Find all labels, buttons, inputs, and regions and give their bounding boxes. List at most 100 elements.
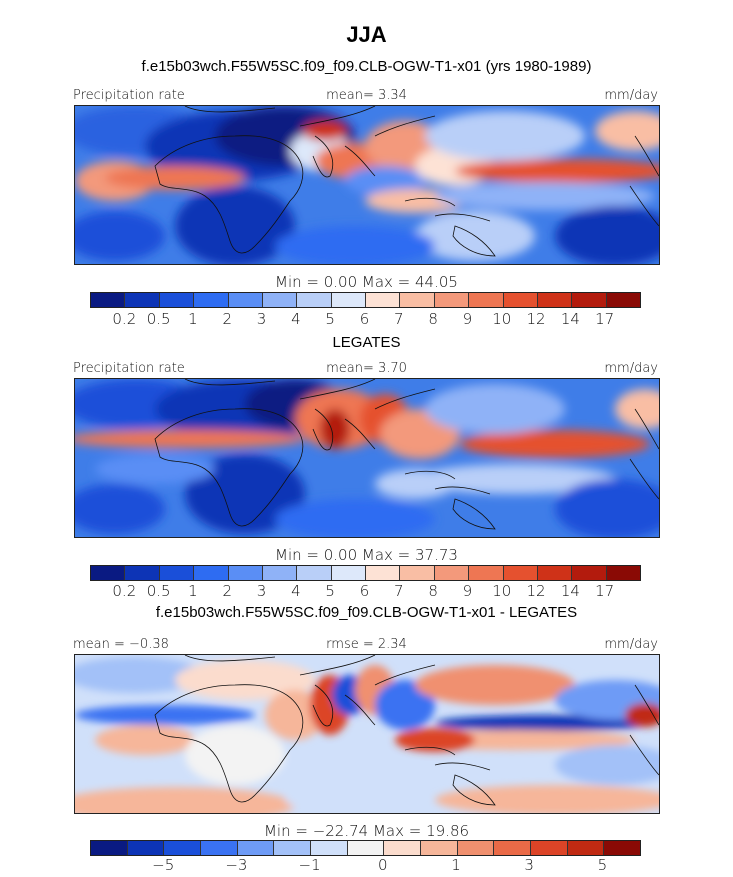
colorbar-swatch bbox=[91, 841, 128, 855]
colorbar-tick-label: 17 bbox=[595, 582, 615, 600]
colorbar-swatch bbox=[384, 841, 422, 855]
colorbar-swatch bbox=[347, 841, 385, 855]
colorbar-tick-label: 0.5 bbox=[146, 582, 171, 600]
colorbar-swatch bbox=[572, 293, 607, 307]
colorbar-tick-label: 0.2 bbox=[112, 310, 137, 328]
colorbar-tick-label: 4 bbox=[291, 310, 301, 328]
panel-2-colorbar-ticks: 0.2 0.5 1 2 3 4 5 6 7 8 9 10 12 14 17 bbox=[90, 582, 639, 600]
colorbar-tick-label: −5 bbox=[152, 856, 175, 874]
colorbar-tick-label: 5 bbox=[597, 856, 608, 874]
colorbar-tick-label: 8 bbox=[428, 582, 438, 600]
colorbar-tick-label: 4 bbox=[291, 582, 301, 600]
panel-3-units-label: mm/day bbox=[604, 637, 658, 652]
colorbar-swatch bbox=[91, 293, 126, 307]
colorbar-tick-label: −1 bbox=[298, 856, 321, 874]
panel-1-colorbar-ticks: 0.2 0.5 1 2 3 4 5 6 7 8 9 10 12 14 17 bbox=[90, 310, 639, 328]
panel-1-map bbox=[74, 105, 660, 265]
panel-2-map-field bbox=[75, 379, 659, 537]
panel-3-rmse-label: rmse = 2.34 bbox=[326, 637, 407, 652]
colorbar-swatch bbox=[537, 293, 573, 307]
panel-2-variable-label: Precipitation rate bbox=[73, 361, 185, 376]
colorbar-tick-label: 5 bbox=[325, 582, 335, 600]
colorbar-swatch bbox=[567, 841, 605, 855]
colorbar-tick-label: 10 bbox=[492, 310, 512, 328]
colorbar-tick-label: 14 bbox=[560, 310, 580, 328]
colorbar-tick-label: 3 bbox=[256, 582, 267, 600]
colorbar-tick-label: 12 bbox=[526, 582, 546, 600]
colorbar-swatch bbox=[262, 293, 298, 307]
panel-1-colorbar bbox=[90, 292, 641, 308]
colorbar-swatch bbox=[421, 841, 458, 855]
colorbar-tick-label: 2 bbox=[222, 582, 233, 600]
season-title: JJA bbox=[346, 22, 387, 47]
colorbar-swatch bbox=[228, 293, 263, 307]
colorbar-tick-label: −3 bbox=[225, 856, 248, 874]
colorbar-swatch bbox=[127, 841, 165, 855]
colorbar-tick-label: 6 bbox=[359, 310, 370, 328]
colorbar-swatch bbox=[237, 841, 275, 855]
panel-1-heading: f.e15b03wch.F55W5SC.f09_f09.CLB-OGW-T1-x… bbox=[141, 58, 592, 75]
colorbar-swatch bbox=[434, 293, 470, 307]
colorbar-swatch bbox=[331, 293, 366, 307]
colorbar-swatch bbox=[457, 841, 495, 855]
colorbar-swatch bbox=[297, 566, 332, 580]
colorbar-swatch bbox=[537, 566, 573, 580]
panel-1-map-field bbox=[75, 106, 659, 264]
colorbar-swatch bbox=[164, 841, 202, 855]
colorbar-tick-label: 1 bbox=[188, 582, 198, 600]
colorbar-swatch bbox=[201, 841, 238, 855]
colorbar-swatch bbox=[366, 566, 401, 580]
panel-3-minmax: Min = −22.74 Max = 19.86 bbox=[263, 822, 470, 840]
colorbar-swatch bbox=[311, 841, 348, 855]
colorbar-swatch bbox=[228, 566, 263, 580]
colorbar-swatch bbox=[469, 566, 504, 580]
colorbar-swatch bbox=[274, 841, 312, 855]
panel-2-mean-label: mean= 3.70 bbox=[326, 361, 407, 376]
panel-3-colorbar-ticks: −5 −3 −1 0 1 3 5 bbox=[90, 856, 639, 874]
colorbar-tick-label: 3 bbox=[524, 856, 534, 874]
colorbar-swatch bbox=[400, 566, 435, 580]
colorbar-swatch bbox=[159, 293, 195, 307]
colorbar-tick-label: 7 bbox=[394, 310, 404, 328]
colorbar-tick-label: 0 bbox=[378, 856, 388, 874]
colorbar-swatch bbox=[469, 293, 504, 307]
panel-3-mean-label: mean = −0.38 bbox=[73, 637, 169, 652]
colorbar-swatch bbox=[606, 293, 640, 307]
colorbar-swatch bbox=[297, 293, 332, 307]
colorbar-swatch bbox=[400, 293, 435, 307]
colorbar-tick-label: 17 bbox=[595, 310, 615, 328]
colorbar-tick-label: 9 bbox=[462, 310, 473, 328]
colorbar-tick-label: 0.5 bbox=[146, 310, 171, 328]
colorbar-swatch bbox=[604, 841, 641, 855]
colorbar-swatch bbox=[91, 566, 126, 580]
colorbar-tick-label: 12 bbox=[526, 310, 546, 328]
panel-1-units-label: mm/day bbox=[604, 88, 658, 103]
colorbar-swatch bbox=[531, 841, 568, 855]
colorbar-tick-label: 10 bbox=[492, 582, 512, 600]
colorbar-swatch bbox=[194, 293, 229, 307]
panel-2-colorbar bbox=[90, 565, 641, 581]
colorbar-swatch bbox=[434, 566, 470, 580]
colorbar-swatch bbox=[125, 293, 160, 307]
panel-2-map bbox=[74, 378, 660, 538]
colorbar-tick-label: 7 bbox=[394, 582, 404, 600]
panel-3-heading: f.e15b03wch.F55W5SC.f09_f09.CLB-OGW-T1-x… bbox=[155, 604, 578, 621]
colorbar-tick-label: 1 bbox=[451, 856, 461, 874]
colorbar-swatch bbox=[331, 566, 366, 580]
colorbar-tick-label: 3 bbox=[256, 310, 267, 328]
panel-2-heading: LEGATES bbox=[332, 334, 401, 351]
colorbar-tick-label: 1 bbox=[188, 310, 198, 328]
colorbar-tick-label: 14 bbox=[560, 582, 580, 600]
colorbar-swatch bbox=[503, 566, 538, 580]
colorbar-swatch bbox=[262, 566, 298, 580]
panel-1-minmax: Min = 0.00 Max = 44.05 bbox=[275, 273, 458, 291]
colorbar-swatch bbox=[159, 566, 195, 580]
colorbar-swatch bbox=[366, 293, 401, 307]
panel-1-mean-label: mean= 3.34 bbox=[326, 88, 407, 103]
panel-2-minmax: Min = 0.00 Max = 37.73 bbox=[275, 546, 458, 564]
colorbar-swatch bbox=[194, 566, 229, 580]
colorbar-swatch bbox=[125, 566, 160, 580]
colorbar-swatch bbox=[503, 293, 538, 307]
colorbar-tick-label: 8 bbox=[428, 310, 438, 328]
panel-3-map-field bbox=[75, 655, 659, 813]
